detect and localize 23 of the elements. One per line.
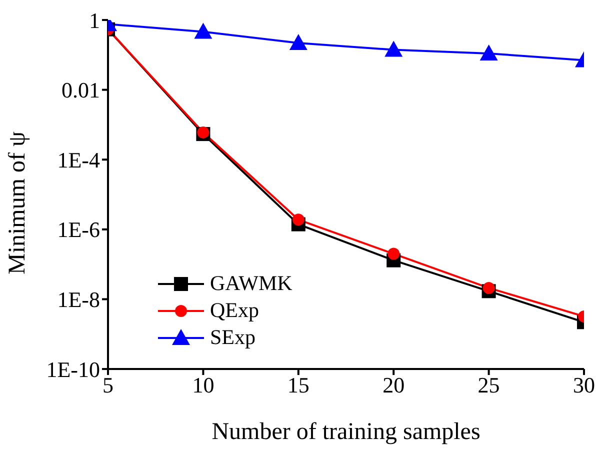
point — [289, 34, 308, 50]
y-tick-label: 1E-6 — [57, 217, 100, 242]
point — [194, 22, 212, 39]
point — [292, 214, 304, 226]
x-tick-label: 25 — [478, 372, 500, 398]
y-tick-label: 0.01 — [62, 78, 100, 103]
x-tick-label: 30 — [573, 372, 595, 398]
x-tick-label: 20 — [382, 372, 405, 398]
legend-label: GAWMK — [210, 270, 292, 297]
y-axis-title: Minimum of ψ — [4, 131, 31, 274]
x-tick-label: 10 — [192, 372, 214, 398]
y-tick-label: 1E-8 — [57, 287, 100, 312]
legend-label: QExp — [210, 297, 259, 324]
point — [388, 248, 400, 260]
legend-label: SExp — [210, 324, 256, 351]
y-tick-label: 1E-4 — [57, 147, 100, 172]
point — [384, 40, 403, 57]
x-axis-title: Number of training samples — [212, 419, 480, 445]
x-tick-label: 15 — [287, 372, 310, 398]
x-tick-label: 5 — [102, 372, 114, 398]
point — [197, 126, 210, 138]
y-tick-label: 1 — [89, 8, 100, 33]
y-tick-label: 1E-10 — [46, 356, 100, 382]
